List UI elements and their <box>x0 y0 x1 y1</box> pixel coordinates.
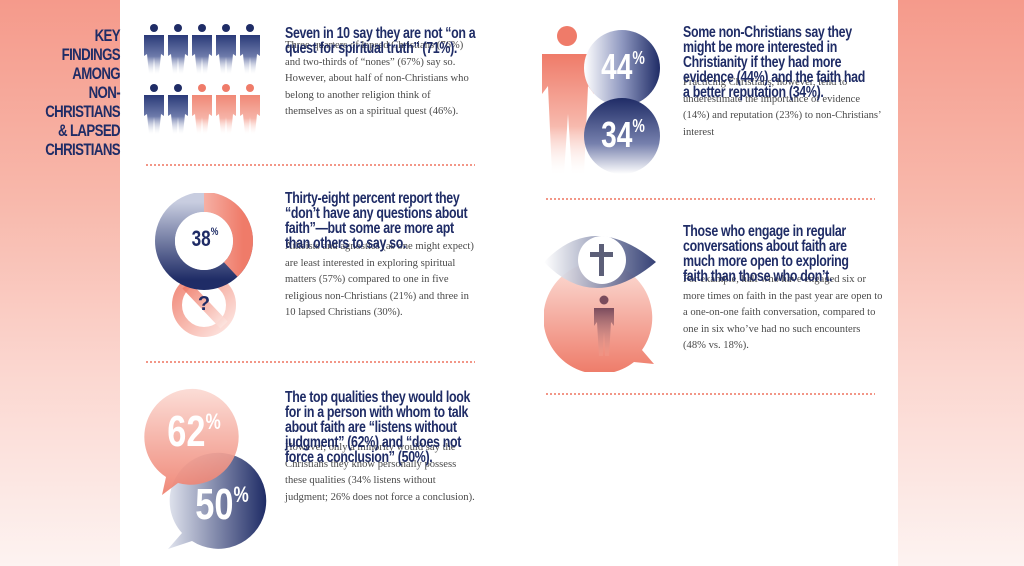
finding-headline: The top qualities they would look for in… <box>285 389 471 466</box>
left-gradient-panel <box>0 0 120 566</box>
title-line: KEY <box>94 26 121 45</box>
percent-44-label: 44% <box>601 46 645 87</box>
dotted-separator <box>145 164 475 166</box>
page-title: KEY FINDINGS AMONG NON- CHRISTIANS & LAP… <box>26 26 120 159</box>
finding-top-qualities: 62% 50% The top qualities they would loo… <box>140 385 480 560</box>
dotted-separator <box>545 198 875 200</box>
person-circles-icon: 44% 34% <box>542 24 672 184</box>
title-line: FINDINGS <box>61 45 121 64</box>
percent-50-label: 50% <box>195 480 249 529</box>
donut-percent-label: 38% <box>191 226 219 251</box>
percent-34-label: 34% <box>601 114 645 155</box>
title-line: AMONG <box>72 64 120 83</box>
percent-62-label: 62% <box>167 407 221 456</box>
finding-body: Three-quarters of lapsed Christians (76%… <box>285 40 469 118</box>
dotted-separator <box>545 393 875 395</box>
title-line: & LAPSED <box>57 121 121 140</box>
finding-evidence-reputation: 44% 34% Some non-Christians say they mig… <box>540 20 890 185</box>
dotted-separator <box>145 361 475 363</box>
title-line: CHRISTIANS <box>45 140 120 159</box>
finding-headline: Those who engage in regular conversation… <box>683 223 849 285</box>
finding-body: Atheists and agnostics (as one might exp… <box>285 241 474 319</box>
finding-headline: Seven in 10 say they are not “on a quest… <box>285 25 476 57</box>
finding-headline: Thirty-eight percent report they “don’t … <box>285 190 468 252</box>
finding-spiritual-quest: Seven in 10 say they are not “on a quest… <box>140 20 480 160</box>
title-line: NON- <box>88 83 121 102</box>
eye-cross-bubble-icon <box>543 222 664 374</box>
donut-no-question-icon: 38% ? <box>152 192 262 343</box>
finding-no-questions: 38% ? Thirty-eight percent report they “… <box>140 185 480 355</box>
finding-regular-conversations: Those who engage in regular conversation… <box>540 220 890 385</box>
finding-body: Practicing Christians, however, tend to … <box>683 77 881 138</box>
right-gradient-panel <box>898 0 1024 566</box>
question-mark: ? <box>197 293 211 315</box>
finding-body: For example, half who have engaged six o… <box>683 274 883 352</box>
finding-body: However, only a minority would say the C… <box>285 442 475 503</box>
speech-bubbles-icon: 62% 50% <box>144 385 274 555</box>
finding-headline: Some non-Christians say they might be mo… <box>683 24 866 101</box>
title-line: CHRISTIANS <box>45 102 120 121</box>
people-grid-icon <box>144 24 264 144</box>
